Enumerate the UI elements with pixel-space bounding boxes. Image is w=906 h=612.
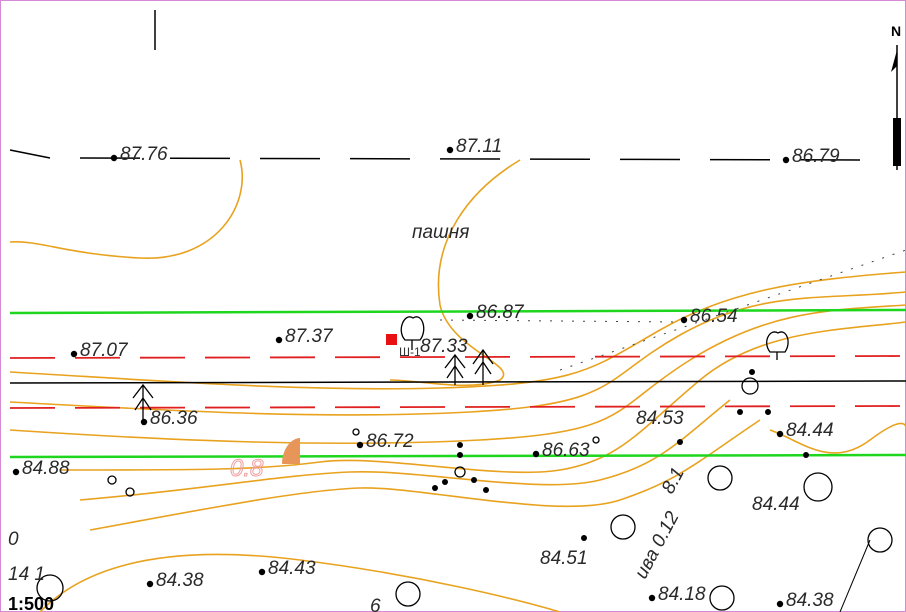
elevation-point	[532, 450, 540, 458]
elevation-point	[146, 580, 154, 588]
elevation-label: 84.44	[786, 420, 834, 441]
elevation-label: 84.53	[636, 408, 684, 429]
well-label: Ш-1	[399, 345, 421, 359]
fraction-top: 0	[8, 529, 19, 550]
dashed-road	[79, 157, 881, 161]
elevation-point	[258, 568, 266, 576]
elevation-label: 84.38	[786, 590, 834, 611]
red-dashed-line	[9, 405, 906, 409]
elevation-label: 86.72	[366, 431, 414, 452]
elevation-point	[275, 336, 283, 344]
boundary	[9, 149, 51, 159]
slope-mark	[282, 438, 300, 464]
elevation-label: 87.11	[456, 136, 502, 157]
elevation-label: 86.79	[792, 146, 840, 167]
north-arrow	[891, 45, 901, 170]
green-line	[9, 308, 906, 315]
elevation-label: 84.18	[658, 584, 706, 605]
elevation-point	[110, 154, 118, 162]
elevation-label: 84.44	[752, 494, 800, 515]
scale: 1:500	[8, 594, 54, 612]
slope: 0.8	[230, 455, 264, 482]
fraction-bottom: 14 1	[8, 564, 45, 585]
symbols	[36, 316, 893, 611]
line	[839, 539, 871, 612]
elevation-point	[680, 316, 688, 324]
elevation-point	[70, 350, 78, 358]
elevation-point	[782, 156, 790, 164]
elevation-label: 87.37	[285, 326, 334, 347]
elevation-label: 87.76	[120, 144, 168, 165]
elevation-label: 86.63	[542, 440, 590, 461]
elevation-label: 86.87	[476, 302, 525, 323]
elevation-label: 84.43	[268, 558, 316, 579]
north: N	[891, 23, 901, 39]
elevation-point	[140, 418, 148, 426]
land-use: пашня	[412, 222, 469, 243]
elevation-point	[776, 430, 784, 438]
elevation-point	[648, 594, 656, 602]
elevation-point	[446, 146, 454, 154]
elevation-label: 84.51	[540, 548, 588, 569]
well-mark	[386, 334, 397, 345]
elevation-point	[776, 600, 784, 608]
elevation-point	[12, 468, 20, 476]
elevation-label: 87.33	[420, 336, 468, 357]
parcel: 6	[370, 596, 381, 612]
elevation-label: 86.36	[150, 408, 198, 429]
elevation-label: 84.38	[156, 570, 204, 591]
elevation-point	[356, 441, 364, 449]
elevation-label: 87.07	[80, 340, 129, 361]
red-dashed-line	[9, 355, 906, 359]
elevation-label: 84.88	[22, 458, 70, 479]
elevation-label: 86.54	[690, 306, 738, 327]
dots	[432, 369, 809, 541]
elevation-point	[466, 312, 474, 320]
